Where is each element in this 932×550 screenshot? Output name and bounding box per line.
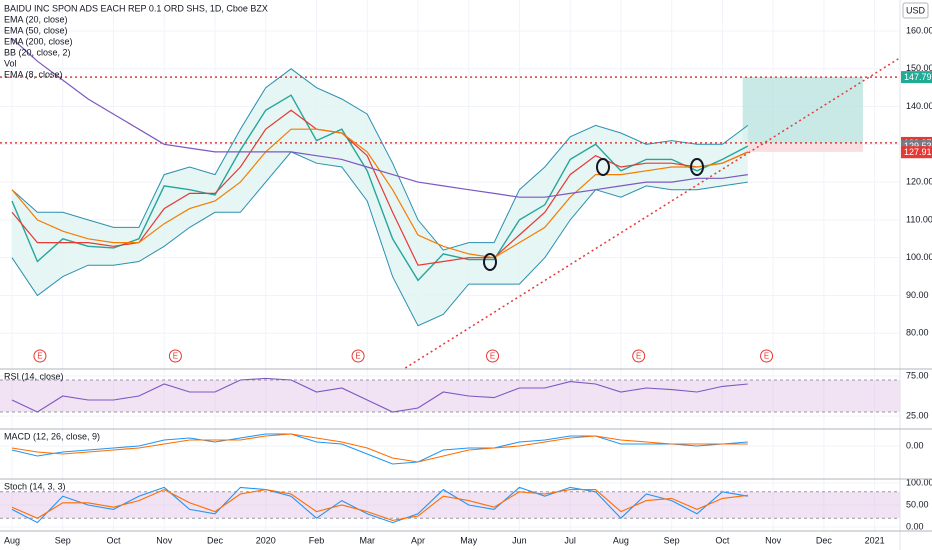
- annotation-circle: [596, 158, 610, 176]
- y-tick-label: 140.00: [906, 101, 932, 111]
- target-zone: [742, 77, 863, 143]
- currency[interactable]: USD: [906, 5, 926, 15]
- y-tick-label: 100.00: [906, 477, 932, 487]
- price-label: 127.91: [904, 147, 932, 157]
- x-tick-label: Jul: [564, 535, 576, 545]
- y-tick-label: 0.00: [906, 440, 924, 450]
- x-tick-label: Oct: [715, 535, 730, 545]
- chart-title: BAIDU INC SPON ADS EACH REP 0.1 ORD SHS,…: [4, 3, 268, 13]
- earnings-marker: [486, 349, 500, 363]
- earnings-label: E: [173, 352, 178, 361]
- x-tick-label: Dec: [816, 535, 833, 545]
- bb-upper: [11, 68, 749, 251]
- band: [0, 491, 900, 519]
- earnings-label: E: [37, 352, 42, 361]
- x-tick-label: Jun: [512, 535, 527, 545]
- pane-label: Stoch (14, 3, 3): [4, 481, 66, 491]
- currency-box[interactable]: [902, 2, 929, 19]
- y-tick-label: 120.00: [906, 176, 932, 186]
- price-label: 147.79: [904, 72, 932, 82]
- price-label: 129.53: [904, 141, 932, 151]
- indicator-line: [11, 433, 748, 465]
- earnings-label: E: [764, 352, 769, 361]
- pane-label: RSI (14, close): [4, 371, 64, 381]
- y-tick-label: 110.00: [906, 214, 932, 224]
- annotation-circle: [483, 253, 497, 271]
- bb-lower: [11, 151, 748, 327]
- price-label-box: [901, 71, 932, 84]
- legend-entry: EMA (50, close): [4, 25, 68, 35]
- x-tick-label: 2021: [865, 535, 885, 545]
- band: [0, 380, 900, 412]
- indicator-line: [11, 377, 748, 413]
- ema-line: [11, 109, 749, 266]
- y-tick-label: 90.00: [906, 290, 929, 300]
- x-tick-label: Oct: [107, 535, 122, 545]
- x-tick-label: Nov: [156, 535, 173, 545]
- x-tick-label: Sep: [55, 535, 71, 545]
- y-tick-label: 150.00: [906, 63, 932, 73]
- legend-entry: BB (20, close, 2): [4, 47, 71, 57]
- x-tick-label: Aug: [4, 535, 20, 545]
- y-tick-label: 75.00: [906, 370, 929, 380]
- legend-entry: Vol: [4, 58, 17, 68]
- y-tick-label: 0.00: [906, 521, 924, 531]
- legend-entry: EMA (200, close): [4, 36, 73, 46]
- y-tick-label: 80.00: [906, 328, 929, 338]
- price-label-box: [901, 146, 932, 159]
- x-tick-label: Apr: [411, 535, 425, 545]
- earnings-marker: [760, 349, 774, 363]
- x-tick-label: 2020: [256, 535, 276, 545]
- y-tick-label: 50.00: [906, 499, 929, 509]
- earnings-marker: [33, 349, 47, 363]
- earnings-marker: [351, 349, 365, 363]
- indicator-line: [11, 486, 748, 524]
- x-tick-label: Mar: [359, 535, 375, 545]
- stop-zone: [742, 142, 863, 152]
- pane-label: MACD (12, 26, close, 9): [4, 431, 100, 441]
- ema-line: [11, 38, 748, 198]
- legend-entry: EMA (20, close): [4, 14, 68, 24]
- x-tick-label: Sep: [664, 535, 680, 545]
- earnings-label: E: [636, 352, 641, 361]
- y-tick-label: 100.00: [906, 252, 932, 262]
- legend-entry: EMA (8, close): [4, 69, 63, 79]
- x-tick-label: Nov: [765, 535, 782, 545]
- annotation-circle: [690, 158, 704, 176]
- earnings-label: E: [355, 352, 360, 361]
- earnings-marker: [168, 349, 182, 363]
- x-tick-label: Feb: [309, 535, 325, 545]
- x-tick-label: Aug: [613, 535, 629, 545]
- earnings-marker: [632, 349, 646, 363]
- y-tick-label: 160.00: [906, 25, 932, 35]
- bb-fill: [12, 68, 748, 326]
- y-tick-label: 25.00: [906, 410, 929, 420]
- earnings-label: E: [490, 352, 495, 361]
- trend-line: [404, 57, 901, 369]
- indicator-line: [11, 433, 748, 463]
- x-tick-label: May: [460, 535, 478, 545]
- indicator-line: [11, 488, 748, 521]
- x-tick-label: Dec: [207, 535, 224, 545]
- price-line: [11, 94, 749, 282]
